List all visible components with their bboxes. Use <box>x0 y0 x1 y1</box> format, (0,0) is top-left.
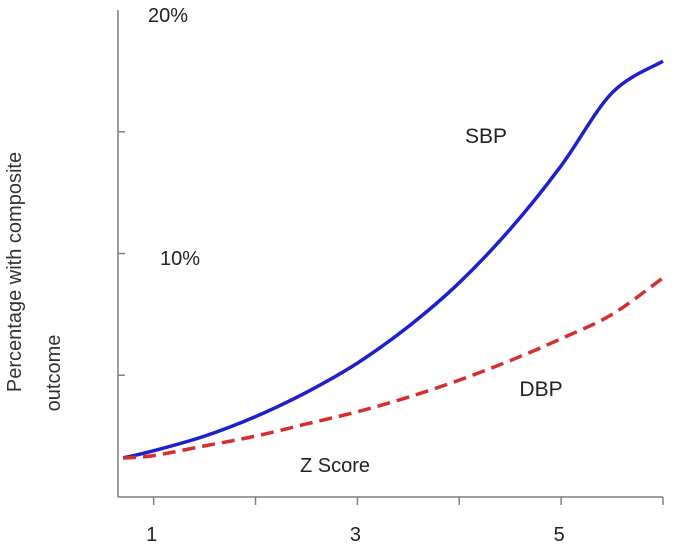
annotation-dbp: DBP <box>519 378 562 401</box>
y-tick-label-0: 10% <box>160 248 200 270</box>
x-tick-labels: 1 3 5 <box>146 524 565 546</box>
series-line-sbp <box>122 59 664 460</box>
series-line-dbp <box>122 276 665 460</box>
y-axis-label-line-2: outcome <box>43 335 65 412</box>
annotation-sbp: SBP <box>465 125 507 148</box>
y-axis-label-line-1: Percentage with composite <box>4 152 26 392</box>
x-axis-label: Z Score <box>300 455 370 477</box>
y-ticks <box>118 131 125 376</box>
x-tick-label-0: 1 <box>146 524 157 546</box>
y-tick-label-1: 20% <box>148 5 188 27</box>
x-ticks <box>152 497 664 505</box>
x-tick-label-1: 3 <box>350 524 361 546</box>
x-tick-label-2: 5 <box>554 524 565 546</box>
series-layer <box>122 59 665 460</box>
y-tick-labels: 10% 20% <box>148 5 200 270</box>
